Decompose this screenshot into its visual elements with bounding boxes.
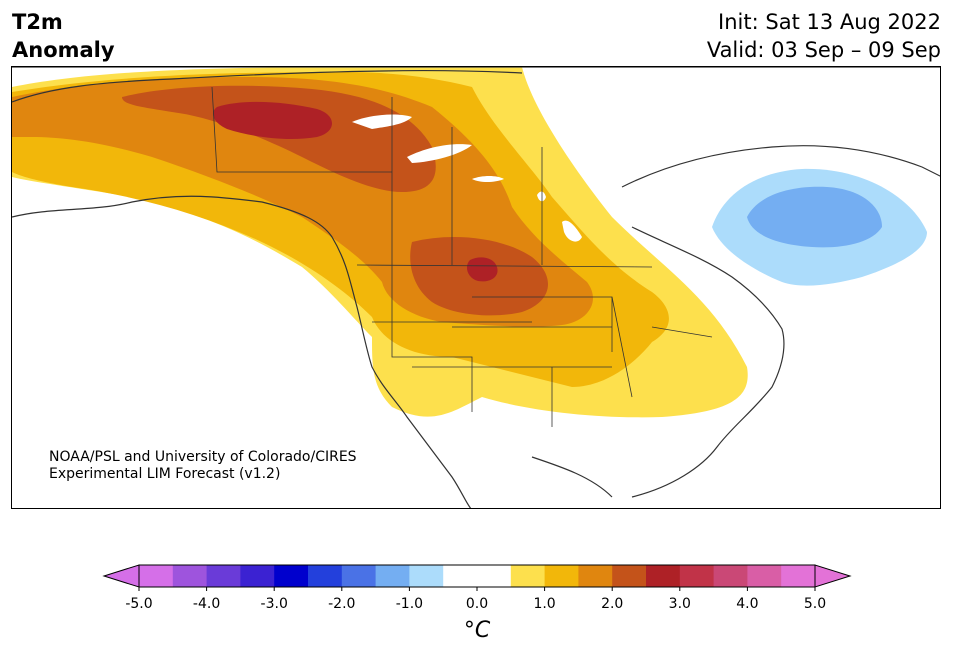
colorbar-swatch [139, 565, 174, 587]
cool-anomaly-level2 [747, 186, 882, 248]
colorbar-swatch [578, 565, 613, 587]
variable-title-line1: T2m [12, 10, 63, 34]
colorbar-swatch [341, 565, 377, 587]
warm-anomaly-level5 [213, 101, 498, 282]
colorbar-tick-label: 0.0 [466, 596, 488, 612]
warm-anomaly-level4 [122, 85, 549, 316]
colorbar-swatch [747, 565, 782, 587]
colorbar-swatch [477, 565, 512, 587]
credit-line2: Experimental LIM Forecast (v1.2) [49, 466, 281, 482]
colorbar-unit-label: °C [464, 618, 491, 643]
lake-shapes [352, 114, 582, 242]
variable-title: T2m Anomaly [12, 8, 115, 64]
colorbar-tick-label: -2.0 [328, 596, 355, 612]
colorbar-tick-label: -1.0 [396, 596, 423, 612]
colorbar-swatch [274, 565, 309, 587]
colorbar-swatch [781, 565, 816, 587]
colorbar-swatch [544, 565, 579, 587]
colorbar-tick-label: 2.0 [601, 596, 623, 612]
colorbar-swatch [240, 565, 275, 587]
variable-title-line2: Anomaly [12, 38, 115, 62]
colorbar-swatch [308, 565, 343, 587]
colorbar-swatch [172, 565, 208, 587]
colorbar-extend-low [102, 564, 140, 588]
colorbar-svg: -5.0 -4.0 -3.0 -2.0 -1.0 0.0 1.0 2.0 3.0 4.0 5.0 °C [102, 564, 852, 643]
colorbar-swatch [713, 565, 748, 587]
colorbar-swatch [409, 565, 444, 587]
colorbar-swatch [679, 565, 715, 587]
colorbar-swatch [375, 565, 410, 587]
colorbar-tick-label: -3.0 [261, 596, 288, 612]
valid-date-range: Valid: 03 Sep – 09 Sep [706, 38, 941, 62]
colorbar-extend-high [814, 564, 852, 588]
credit-line1: NOAA/PSL and University of Colorado/CIRE… [49, 449, 357, 465]
credit-text: NOAA/PSL and University of Colorado/CIRE… [49, 449, 357, 483]
forecast-dates: Init: Sat 13 Aug 2022 Valid: 03 Sep – 09… [707, 8, 941, 64]
state-province-borders [211, 86, 713, 427]
coastline-borders [12, 67, 940, 508]
colorbar: -5.0 -4.0 -3.0 -2.0 -1.0 0.0 1.0 2.0 3.0 4.0 5.0 °C [0, 560, 953, 656]
colorbar-swatch [510, 565, 546, 587]
colorbar-tick-label: 5.0 [804, 596, 826, 612]
colorbar-swatch [612, 565, 647, 587]
colorbar-tick-label: 3.0 [669, 596, 691, 612]
colorbar-tick-label: 1.0 [533, 596, 555, 612]
colorbar-swatch [443, 565, 478, 587]
colorbar-tick-label: -5.0 [125, 596, 152, 612]
colorbar-tick-label: -4.0 [193, 596, 220, 612]
anomaly-map [11, 66, 941, 509]
map-canvas [12, 67, 940, 508]
colorbar-tick-label: 4.0 [736, 596, 758, 612]
colorbar-swatch [206, 565, 241, 587]
colorbar-swatch [646, 565, 681, 587]
init-date: Init: Sat 13 Aug 2022 [718, 10, 941, 34]
